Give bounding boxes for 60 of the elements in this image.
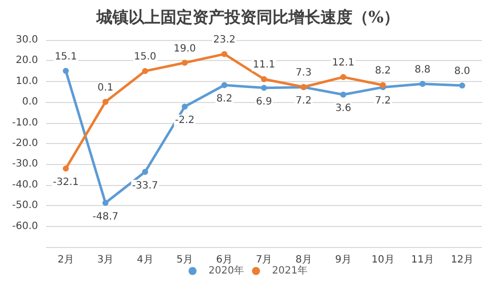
x-tick-label: 4月	[136, 254, 154, 266]
data-label: -48.7	[92, 211, 118, 222]
point	[420, 80, 426, 87]
data-label: 7.2	[374, 96, 391, 107]
y-tick-label: 10.0	[16, 76, 38, 87]
data-label: 11.1	[252, 60, 276, 71]
point	[62, 166, 69, 172]
x-tick-label: 3月	[97, 254, 114, 266]
x-tick-label: 2月	[58, 254, 74, 266]
data-label: 23.2	[213, 34, 236, 46]
point	[340, 74, 346, 80]
y-tick-label: 0.0	[22, 96, 38, 108]
x-tick-label: 8月	[295, 254, 312, 266]
legend-label: 2020年	[208, 264, 244, 276]
legend-label: 2021年	[272, 264, 308, 276]
x-tick-label: 5月	[176, 254, 193, 266]
y-tick-label: -60.0	[12, 220, 38, 232]
data-label: 8.2	[374, 66, 391, 77]
data-label: 6.9	[256, 96, 272, 108]
data-label: 8.2	[216, 94, 232, 105]
data-label: -32.1	[52, 177, 79, 188]
x-tick-label: 10月	[372, 254, 394, 266]
x-tick-label: 7月	[256, 254, 272, 266]
x-tick-label: 6月	[216, 254, 233, 266]
y-tick-label: -10.0	[12, 117, 38, 128]
point	[62, 68, 69, 74]
point	[102, 98, 108, 105]
data-label: 7.2	[296, 96, 312, 107]
data-label: 3.6	[335, 103, 352, 114]
point	[221, 51, 228, 58]
point	[142, 168, 148, 175]
data-label: 15.0	[134, 52, 156, 63]
x-tick-label: 11月	[411, 254, 434, 266]
point	[459, 82, 466, 89]
y-tick-label: 20.0	[16, 55, 38, 66]
point	[261, 76, 267, 82]
point	[221, 82, 228, 88]
data-label: 0.1	[98, 82, 114, 94]
data-label: 19.0	[174, 43, 196, 54]
x-tick-label: 12月	[450, 254, 474, 266]
data-label: 8.0	[454, 66, 470, 78]
data-label: 7.3	[296, 67, 312, 78]
data-label: 15.1	[54, 51, 77, 62]
y-tick-label: -40.0	[12, 179, 38, 190]
data-label: 12.1	[332, 58, 354, 69]
data-label: -2.2	[174, 115, 194, 126]
data-label: 8.8	[414, 64, 430, 76]
data-label: -33.7	[132, 180, 158, 192]
x-tick-label: 9月	[335, 254, 352, 266]
point	[261, 84, 267, 91]
point	[142, 68, 148, 74]
y-tick-label: -20.0	[12, 138, 38, 149]
point	[340, 92, 346, 98]
point	[102, 200, 108, 206]
chart-title: 城镇以上固定资产投资同比增长速度（%）	[95, 8, 400, 26]
y-tick-label: 30.0	[16, 34, 38, 46]
y-tick-label: -30.0	[12, 158, 38, 170]
point	[182, 104, 188, 110]
point	[182, 60, 188, 66]
y-tick-label: -50.0	[12, 200, 38, 212]
